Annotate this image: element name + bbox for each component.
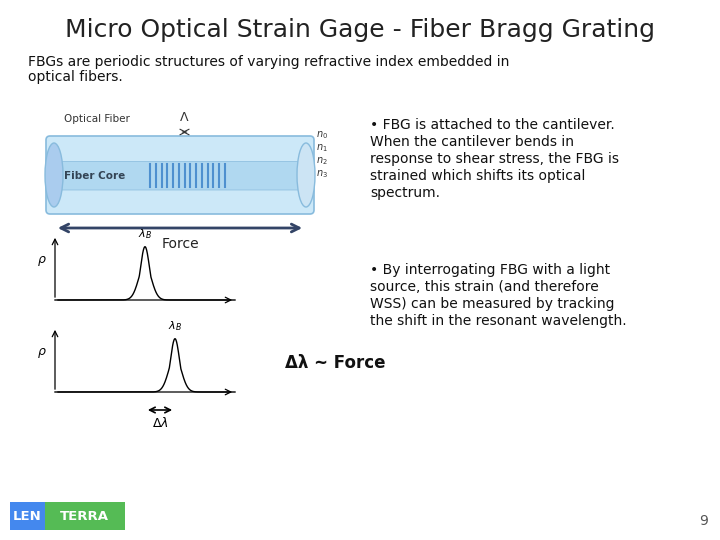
Text: $\rho$: $\rho$ (37, 254, 47, 268)
Text: $\lambda_B$: $\lambda_B$ (138, 227, 152, 241)
Text: • By interrogating FBG with a light: • By interrogating FBG with a light (370, 263, 610, 277)
Text: strained which shifts its optical: strained which shifts its optical (370, 169, 585, 183)
Text: Δλ ~ Force: Δλ ~ Force (285, 354, 385, 372)
Text: $\Delta\lambda$: $\Delta\lambda$ (152, 416, 168, 430)
Text: source, this strain (and therefore: source, this strain (and therefore (370, 280, 599, 294)
Text: 9: 9 (699, 514, 708, 528)
FancyBboxPatch shape (46, 136, 314, 214)
Text: $n_2$: $n_2$ (316, 155, 328, 167)
Text: LEN: LEN (13, 510, 42, 523)
Text: $\rho$: $\rho$ (37, 346, 47, 360)
Text: Micro Optical Strain Gage - Fiber Bragg Grating: Micro Optical Strain Gage - Fiber Bragg … (65, 18, 655, 42)
Ellipse shape (45, 143, 63, 207)
Ellipse shape (297, 143, 315, 207)
Text: spectrum.: spectrum. (370, 186, 440, 200)
Text: $n_1$: $n_1$ (316, 142, 328, 154)
Text: FBGs are periodic structures of varying refractive index embedded in: FBGs are periodic structures of varying … (28, 55, 509, 69)
FancyBboxPatch shape (10, 502, 45, 530)
Text: Optical Fiber: Optical Fiber (64, 114, 130, 124)
Text: $\Lambda$: $\Lambda$ (179, 111, 190, 124)
Text: Fiber Core: Fiber Core (64, 171, 125, 181)
Text: TERRA: TERRA (60, 510, 109, 523)
Text: optical fibers.: optical fibers. (28, 70, 122, 84)
Text: $\lambda_B$: $\lambda_B$ (168, 319, 182, 333)
Text: the shift in the resonant wavelength.: the shift in the resonant wavelength. (370, 314, 626, 328)
Text: $n_0$: $n_0$ (316, 129, 328, 141)
Text: • FBG is attached to the cantilever.: • FBG is attached to the cantilever. (370, 118, 615, 132)
Text: $n_3$: $n_3$ (316, 168, 328, 180)
Text: Force: Force (161, 237, 199, 251)
Text: WSS) can be measured by tracking: WSS) can be measured by tracking (370, 297, 614, 311)
Text: When the cantilever bends in: When the cantilever bends in (370, 135, 574, 149)
FancyBboxPatch shape (57, 161, 303, 190)
FancyBboxPatch shape (45, 502, 125, 530)
Text: response to shear stress, the FBG is: response to shear stress, the FBG is (370, 152, 619, 166)
